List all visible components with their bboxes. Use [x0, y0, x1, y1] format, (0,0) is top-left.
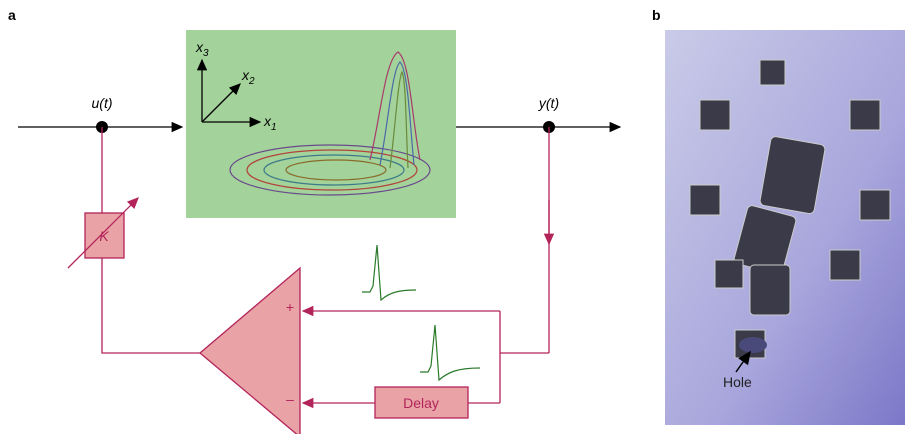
gain-label: K [99, 228, 109, 244]
plus-label: + [286, 299, 294, 315]
panel-label: a [8, 7, 16, 23]
delay-label: Delay [403, 395, 439, 411]
signal-label: y(t) [538, 95, 559, 111]
minus-label: – [286, 391, 294, 407]
hole [739, 337, 767, 353]
photo-label: Hole [723, 374, 752, 390]
spike [420, 325, 480, 380]
comparator [200, 268, 300, 434]
signal-label: u(t) [92, 95, 113, 111]
panel-label: b [652, 7, 661, 23]
figure: a b u(t) y(t) x3 x2 x1 K + – [0, 0, 917, 434]
spike [362, 245, 416, 300]
